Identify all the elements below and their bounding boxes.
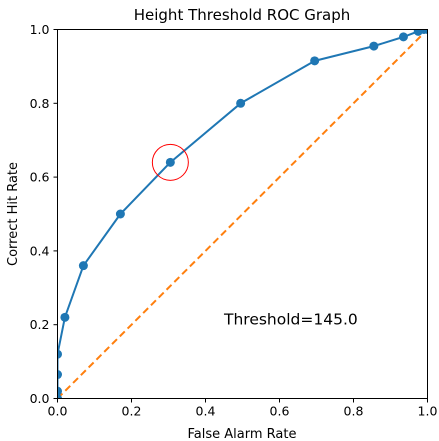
- x-axis: 0.0 0.2 0.4 0.6 0.8 1.0: [48, 398, 438, 419]
- roc-point: [423, 29, 428, 34]
- roc-point: [78, 261, 88, 271]
- plot-series: [57, 29, 428, 399]
- x-tick-label: 0.4: [196, 404, 216, 419]
- roc-point: [398, 32, 408, 42]
- x-axis-label: False Alarm Rate: [188, 427, 297, 441]
- roc-point: [369, 41, 379, 51]
- chance-diagonal-line: [57, 29, 428, 399]
- roc-point: [165, 157, 175, 167]
- plot-area: [57, 29, 428, 399]
- x-tick-label: 0.0: [48, 404, 68, 419]
- y-tick-label: 0.2: [30, 317, 50, 332]
- y-tick-label: 0.0: [30, 391, 50, 406]
- y-tick-label: 0.6: [30, 170, 50, 185]
- x-tick-label: 0.2: [122, 404, 142, 419]
- y-tick-label: 1.0: [30, 22, 50, 37]
- roc-point: [236, 98, 246, 108]
- x-tick-label: 0.8: [344, 404, 364, 419]
- roc-point: [60, 312, 70, 322]
- roc-point: [57, 349, 62, 359]
- roc-point: [310, 56, 320, 66]
- y-axis-label: Correct Hit Rate: [6, 162, 21, 266]
- x-tick-label: 0.6: [270, 404, 290, 419]
- x-tick-label: 1.0: [418, 404, 438, 419]
- y-tick-label: 0.4: [30, 243, 50, 258]
- roc-point: [115, 209, 125, 219]
- chart-title: Height Threshold ROC Graph: [134, 6, 351, 24]
- roc-point: [57, 370, 62, 380]
- y-tick-label: 0.8: [30, 96, 50, 111]
- selected-threshold-marker: [151, 143, 189, 181]
- roc-point: [57, 386, 62, 396]
- y-axis: 0.0 0.2 0.4 0.6 0.8 1.0: [30, 22, 58, 406]
- plot-frame: [57, 29, 428, 399]
- threshold-annotation: Threshold=145.0: [223, 311, 358, 329]
